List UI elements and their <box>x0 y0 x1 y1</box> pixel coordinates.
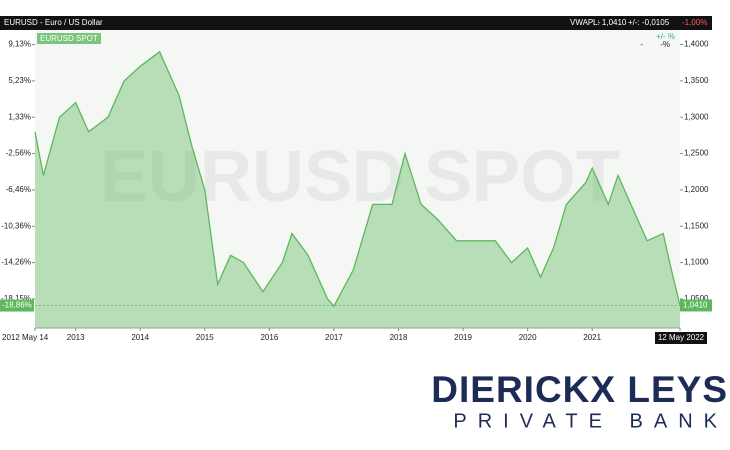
y2-tick-label: 5,23% <box>8 76 31 85</box>
header-last: L: 1,0410 <box>593 18 627 27</box>
y-tick-label: 1,0500 <box>684 294 709 303</box>
y2-tick-label: -10,36% <box>1 221 31 230</box>
legend-label: EURUSD SPOT <box>40 34 98 43</box>
legend-info: +/- % <box>656 32 675 41</box>
last-value-label: 1,0410 <box>683 301 708 310</box>
last-change-label: -18,86% <box>2 301 32 310</box>
legend-info: - <box>640 40 643 49</box>
x-tick-label: 2020 <box>519 333 537 342</box>
x-tick-label: 2014 <box>131 333 149 342</box>
brand-name: DIERICKX LEYS <box>431 369 728 410</box>
x-tick-label: 2012 May 14 <box>2 333 49 342</box>
y-tick-label: 1,2000 <box>684 185 709 194</box>
legend-info: -% <box>660 40 670 49</box>
area-fill <box>35 51 680 329</box>
line <box>34 50 681 308</box>
x-tick-label: 2016 <box>260 333 278 342</box>
y-tick-label: 1,1500 <box>684 221 709 230</box>
last-value-box <box>680 299 712 312</box>
y2-tick-label: 1,33% <box>8 112 31 121</box>
x-tick-box <box>655 332 707 344</box>
chart-title: EURUSD - Euro / US Dollar <box>4 18 103 27</box>
header-change-pct: -1,00% <box>682 18 707 27</box>
y-tick-label: 1,1000 <box>684 258 709 267</box>
x-tick-label: 2017 <box>325 333 343 342</box>
legend-box <box>37 33 101 44</box>
x-tick-label: 2018 <box>390 333 408 342</box>
x-tick-label: 12 May 2022 <box>658 333 705 342</box>
y2-tick-label: -14,26% <box>1 258 31 267</box>
plot-area <box>35 30 680 328</box>
header-bar <box>0 16 712 30</box>
y2-tick-label: 9,13% <box>8 40 31 49</box>
last-change-box <box>0 299 34 312</box>
x-tick-label: 2013 <box>67 333 85 342</box>
y-tick-label: 1,3500 <box>684 76 709 85</box>
x-tick-label: 2021 <box>583 333 601 342</box>
y2-tick-label: -6,46% <box>6 185 31 194</box>
y-tick-label: 1,4000 <box>684 40 709 49</box>
header-change: +/-: -0,0105 <box>628 18 670 27</box>
watermark: EURUSD SPOT <box>100 137 620 217</box>
y-tick-label: 1,3000 <box>684 112 709 121</box>
header-vwap: VWAP: - <box>570 18 601 27</box>
x-tick-label: 2019 <box>454 333 472 342</box>
y2-tick-label: -18,15% <box>1 294 31 303</box>
y-tick-label: 1,2500 <box>684 149 709 158</box>
brand-tagline: PRIVATE BANK <box>453 410 728 432</box>
y2-tick-label: -2,56% <box>6 149 31 158</box>
x-tick-label: 2015 <box>196 333 214 342</box>
